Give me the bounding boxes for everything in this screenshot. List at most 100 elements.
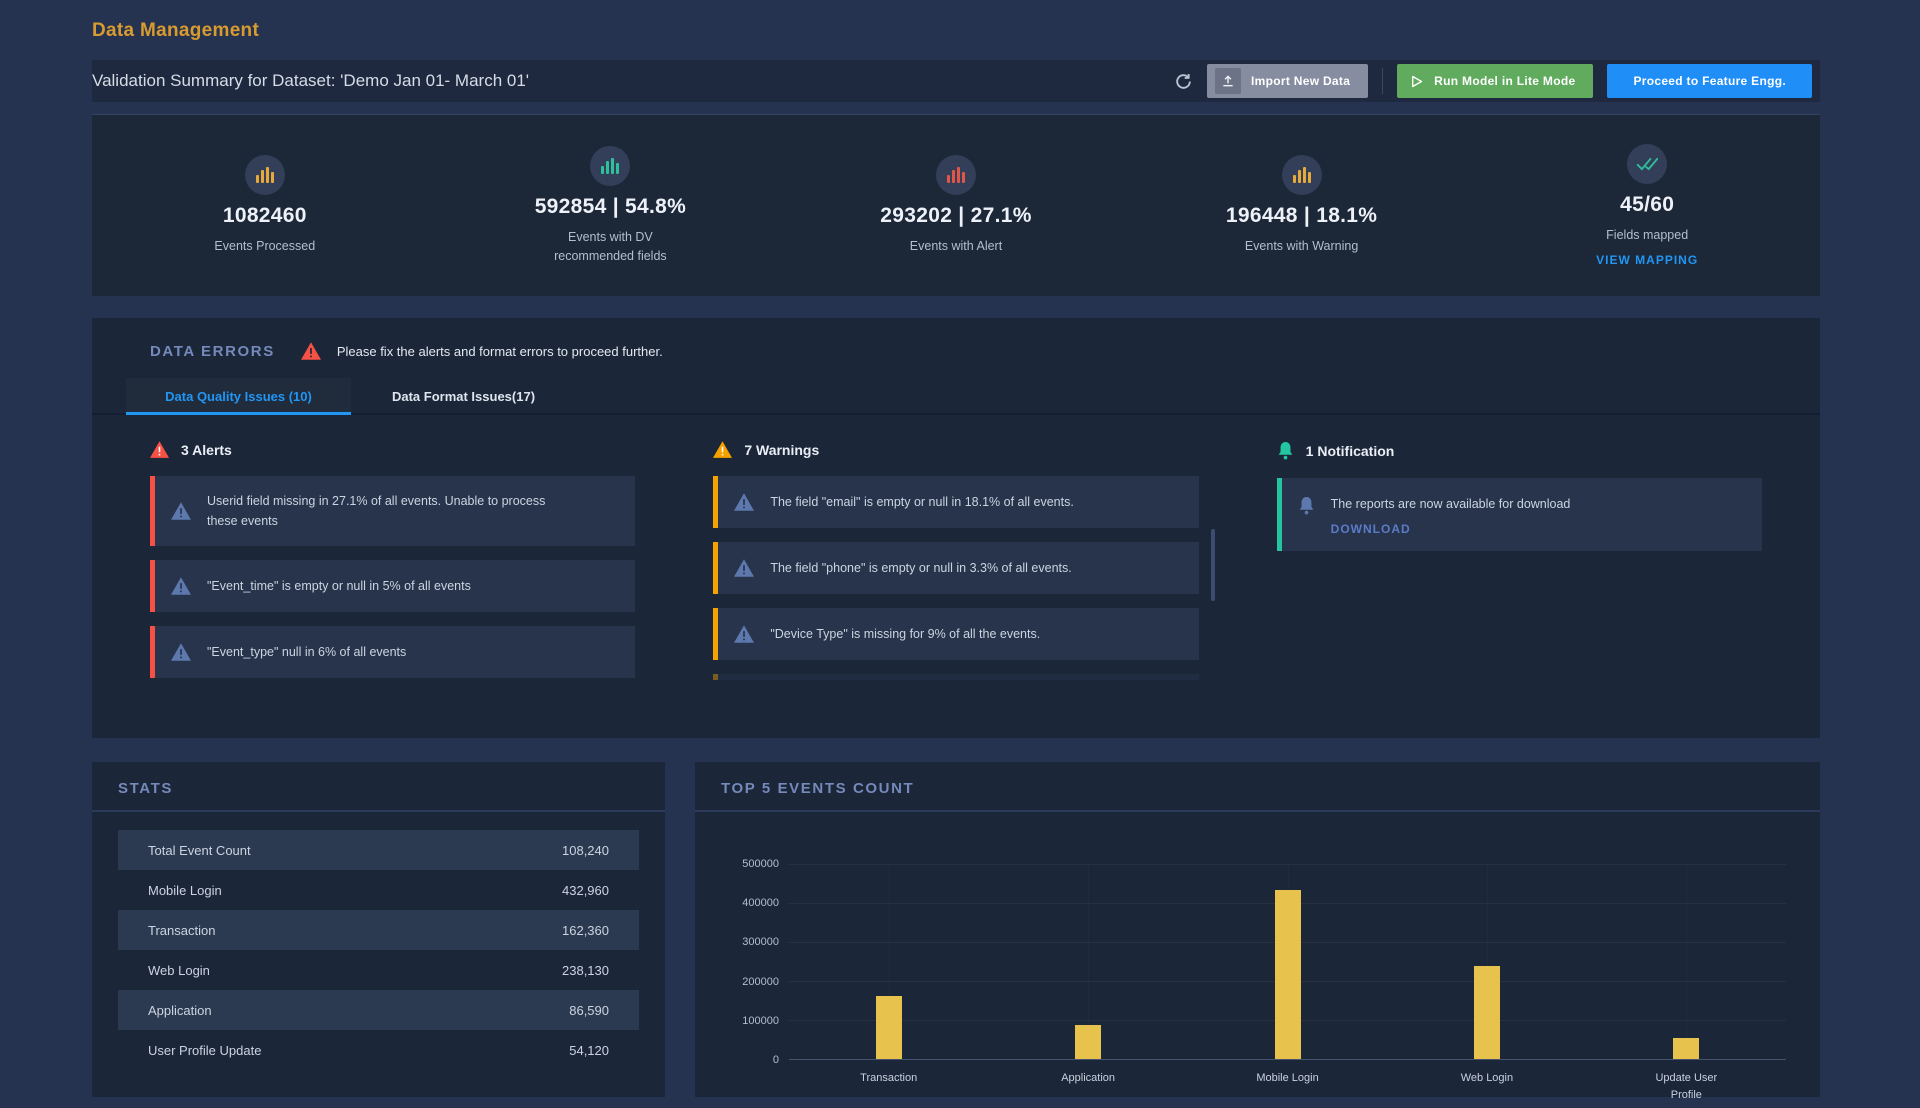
notifications-column: 1 Notification The reports are now avail… <box>1276 441 1762 680</box>
page-title: Data Management <box>92 20 260 41</box>
metrics-summary-panel: 1082460 Events Processed 592854 | 54.8% … <box>92 114 1820 296</box>
bar-chart: 500000 400000 300000 200000 100000 0 <box>695 812 1820 1103</box>
warning-triangle-icon <box>171 643 191 661</box>
stat-value: 86,590 <box>569 1002 609 1018</box>
refresh-button[interactable] <box>1174 72 1193 91</box>
stat-value: 162,360 <box>562 922 609 938</box>
warning-triangle-icon <box>734 625 755 643</box>
warning-text: The field "phone" is empty or null in 3.… <box>770 561 1072 575</box>
alert-text: "Event_type" null in 6% of all events <box>207 645 407 659</box>
import-new-data-button[interactable]: Import New Data <box>1206 64 1369 98</box>
notification-text: The reports are now available for downlo… <box>1330 497 1571 511</box>
warning-triangle-icon <box>734 493 755 511</box>
warning-triangle-icon <box>171 577 191 595</box>
bar-mobile-login <box>1274 890 1301 1059</box>
y-axis: 500000 400000 300000 200000 100000 0 <box>737 858 789 1066</box>
tab-data-quality-issues[interactable]: Data Quality Issues (10) <box>126 378 351 415</box>
metric-value: 592854 | 54.8% <box>534 195 687 219</box>
warnings-column: 7 Warnings The field "email" is empty or… <box>713 441 1215 680</box>
bar-update-user-profile <box>1673 1037 1700 1059</box>
double-check-icon <box>1627 143 1668 184</box>
stat-value: 432,960 <box>562 882 609 898</box>
stat-value: 108,240 <box>562 842 609 858</box>
alert-card: Userid field missing in 27.1% of all eve… <box>150 476 636 546</box>
warnings-header: 7 Warnings <box>744 441 820 458</box>
metric-events-dv-fields: 592854 | 54.8% Events with DV recommende… <box>438 146 784 264</box>
alert-card: "Event_time" is empty or null in 5% of a… <box>150 560 636 612</box>
table-row: Total Event Count 108,240 <box>118 830 639 870</box>
bar-chart-icon <box>590 146 631 187</box>
warning-card: "Device Type" is missing for 9% of all t… <box>713 608 1199 660</box>
download-link[interactable]: DOWNLOAD <box>1330 522 1411 536</box>
metric-label: Events with Alert <box>909 239 1003 254</box>
metric-value: 45/60 <box>1620 192 1675 216</box>
stat-label: Web Login <box>148 962 210 978</box>
alerts-column: 3 Alerts Userid field missing in 27.1% o… <box>150 441 636 680</box>
warning-triangle-icon <box>171 502 191 520</box>
warning-triangle-icon <box>713 441 733 458</box>
import-new-data-label: Import New Data <box>1250 74 1351 88</box>
upload-icon <box>1214 68 1241 94</box>
metric-events-warning: 196448 | 18.1% Events with Warning <box>1129 155 1475 255</box>
metric-events-processed: 1082460 Events Processed <box>92 155 438 255</box>
stats-title: STATS <box>118 780 173 797</box>
proceed-feature-engg-button[interactable]: Proceed to Feature Engg. <box>1607 64 1812 98</box>
fix-errors-banner: Please fix the alerts and format errors … <box>300 342 663 360</box>
stat-label: User Profile Update <box>148 1042 262 1058</box>
metric-value: 1082460 <box>222 204 307 228</box>
data-errors-panel: DATA ERRORS Please fix the alerts and fo… <box>92 318 1820 738</box>
warning-card: The field "phone" is empty or null in 3.… <box>713 542 1199 594</box>
data-errors-title: DATA ERRORS <box>150 342 275 360</box>
x-tick: Application <box>1061 1072 1116 1084</box>
tab-data-format-issues[interactable]: Data Format Issues(17) <box>391 389 536 404</box>
refresh-icon <box>1174 72 1193 91</box>
top-events-chart-panel: TOP 5 EVENTS COUNT 500000 400000 300000 … <box>695 762 1820 1101</box>
table-row: Mobile Login 432,960 <box>118 870 639 910</box>
y-tick: 300000 <box>742 936 779 949</box>
stat-value: 54,120 <box>569 1042 609 1058</box>
metric-value: 196448 | 18.1% <box>1225 204 1378 228</box>
table-row: Application 86,590 <box>118 990 639 1030</box>
alert-triangle-icon <box>150 441 169 458</box>
stat-label: Transaction <box>148 922 216 938</box>
notifications-header: 1 Notification <box>1305 442 1395 459</box>
metric-label: Events with Warning <box>1244 239 1359 254</box>
validation-header-bar: Validation Summary for Dataset: 'Demo Ja… <box>92 60 1820 102</box>
y-tick: 500000 <box>742 858 779 870</box>
stats-panel: STATS Total Event Count 108,240 Mobile L… <box>92 762 665 1097</box>
metric-fields-mapped: 45/60 Fields mapped VIEW MAPPING <box>1474 143 1820 268</box>
stat-value: 238,130 <box>562 962 609 978</box>
warning-text: The field "email" is empty or null in 18… <box>770 495 1074 509</box>
stat-label: Total Event Count <box>148 842 251 858</box>
y-tick: 0 <box>772 1054 779 1066</box>
bell-icon <box>1298 496 1315 515</box>
bar-transaction <box>875 995 902 1059</box>
warnings-scrollbar[interactable] <box>1210 529 1215 601</box>
alert-text: "Event_time" is empty or null in 5% of a… <box>207 579 471 593</box>
x-tick: Update User Profile <box>1655 1072 1718 1101</box>
y-tick: 200000 <box>742 975 779 988</box>
warning-card-partially-visible: "Device Type" is missing for 5% of all t… <box>713 674 1199 680</box>
bar-chart-icon <box>935 155 976 196</box>
warning-text: "Device Type" is missing for 9% of all t… <box>770 627 1041 641</box>
warning-triangle-icon <box>734 559 755 577</box>
x-tick: Mobile Login <box>1256 1072 1319 1084</box>
run-model-label: Run Model in Lite Mode <box>1434 74 1576 88</box>
proceed-label: Proceed to Feature Engg. <box>1633 74 1786 88</box>
table-row: Transaction 162,360 <box>118 910 639 950</box>
alert-card: "Event_type" null in 6% of all events <box>150 626 636 678</box>
bell-icon <box>1277 441 1294 460</box>
run-model-button[interactable]: Run Model in Lite Mode <box>1397 64 1594 98</box>
bar-chart-icon <box>1281 155 1322 196</box>
bar-application <box>1075 1025 1102 1059</box>
banner-text: Please fix the alerts and format errors … <box>336 343 663 359</box>
chart-title: TOP 5 EVENTS COUNT <box>721 780 915 797</box>
bar-chart-icon <box>244 155 285 196</box>
notification-card: The reports are now available for downlo… <box>1276 478 1762 551</box>
x-axis-labels: Transaction Application Mobile Login Web… <box>789 1060 1786 1103</box>
metric-label: Events with DV recommended fields <box>554 230 667 263</box>
metric-value: 293202 | 27.1% <box>880 204 1032 228</box>
view-mapping-link[interactable]: VIEW MAPPING <box>1596 253 1699 268</box>
toolbar-divider <box>1382 68 1384 94</box>
